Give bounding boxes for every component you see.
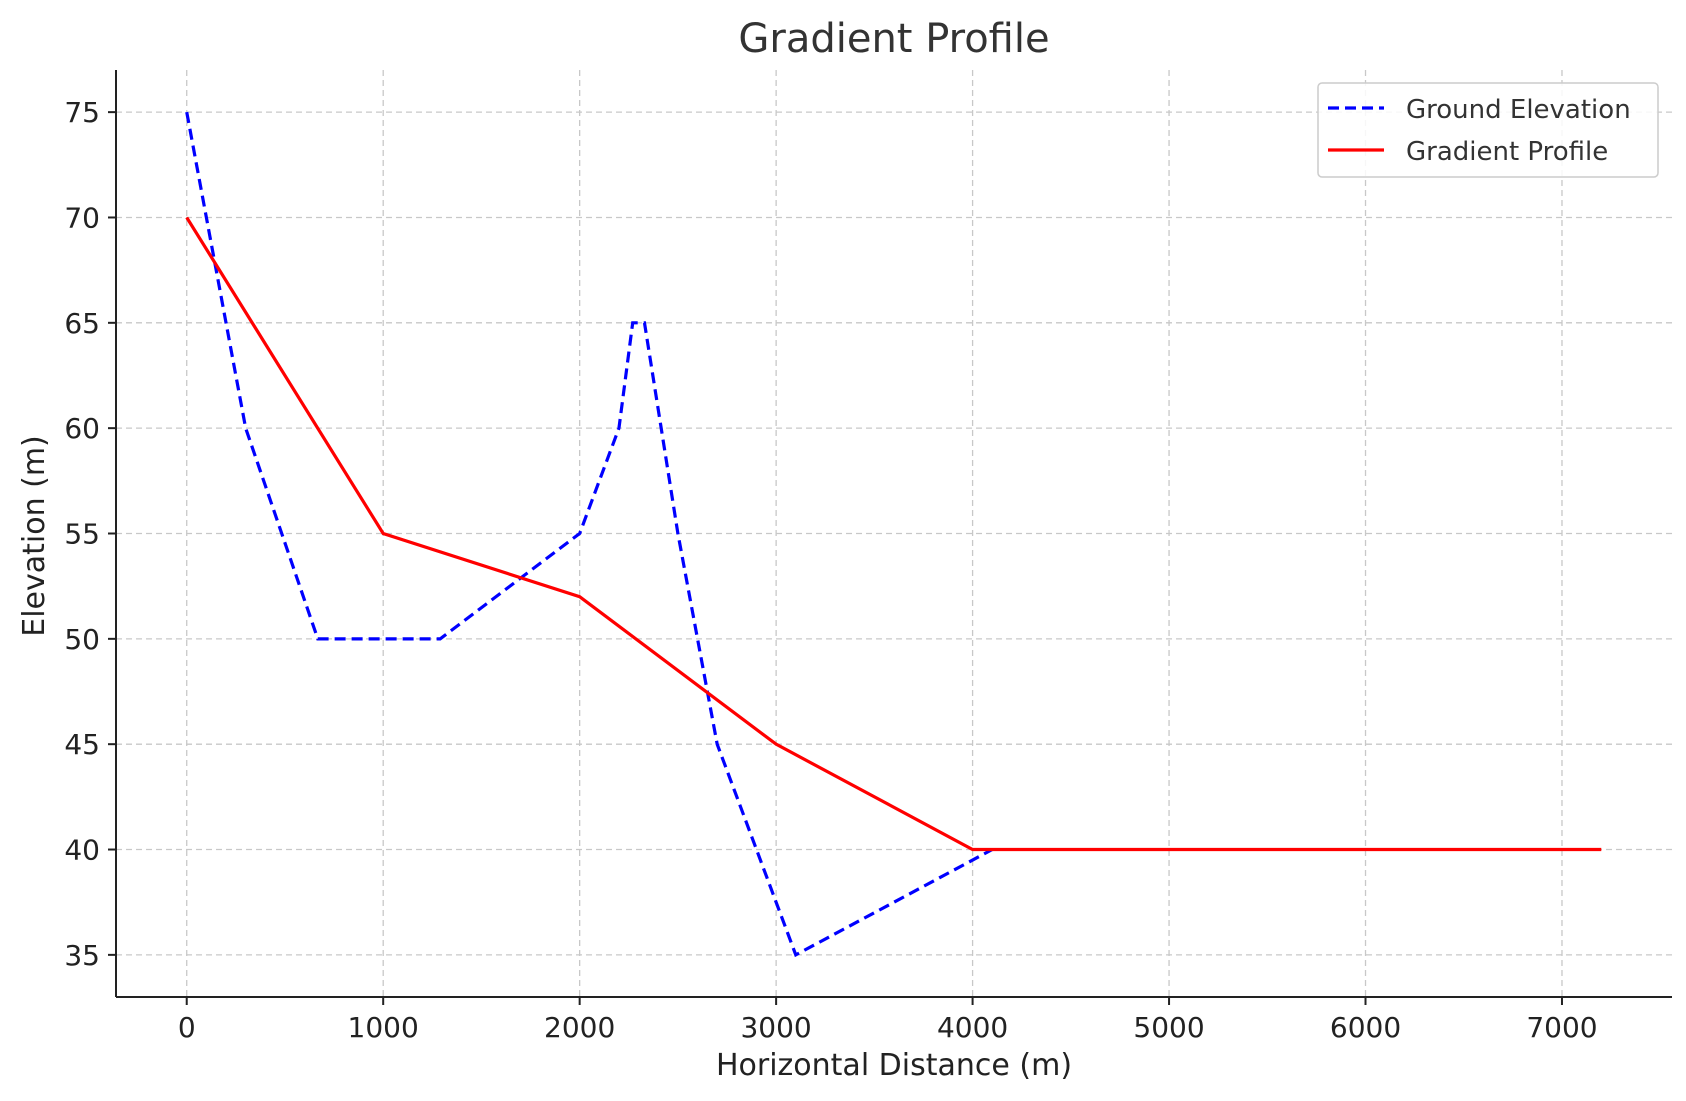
y-axis-label: Elevation (m) xyxy=(17,435,52,637)
legend-box xyxy=(1317,82,1659,178)
y-tick-label: 65 xyxy=(64,307,100,340)
y-tick-label: 45 xyxy=(64,728,100,761)
legend: Ground Elevation Gradient Profile xyxy=(1317,82,1659,178)
x-tick-label: 7000 xyxy=(1526,1011,1597,1044)
series-line-ground-elevation xyxy=(185,111,993,958)
x-tick-label: 3000 xyxy=(740,1011,811,1044)
y-tick-label: 40 xyxy=(64,834,100,867)
y-tick-label: 55 xyxy=(64,518,100,551)
x-tick-label: 1000 xyxy=(348,1011,419,1044)
x-tick-label: 6000 xyxy=(1330,1011,1401,1044)
chart-title: Gradient Profile xyxy=(738,16,1049,62)
legend-label-gradient-profile: Gradient Profile xyxy=(1406,137,1608,167)
y-tick-label: 70 xyxy=(64,201,100,234)
data-series xyxy=(185,111,1602,958)
y-tick-label: 60 xyxy=(64,412,100,445)
y-tick-label: 75 xyxy=(64,96,100,129)
legend-label-ground-elevation: Ground Elevation xyxy=(1406,95,1631,125)
x-tick-label: 4000 xyxy=(937,1011,1008,1044)
y-tick-label: 50 xyxy=(64,623,100,656)
x-tick-label: 2000 xyxy=(544,1011,615,1044)
tick-labels: 0 1000 2000 3000 4000 5000 6000 7000 35 40 45 50 55 6… xyxy=(64,96,1597,1044)
x-tick-label: 5000 xyxy=(1133,1011,1204,1044)
axes xyxy=(108,70,1672,1005)
x-tick-label: 0 xyxy=(178,1011,196,1044)
series-line-gradient-profile xyxy=(185,216,1602,852)
y-tick-label: 35 xyxy=(64,939,100,972)
x-axis-label: Horizontal Distance (m) xyxy=(716,1048,1072,1083)
